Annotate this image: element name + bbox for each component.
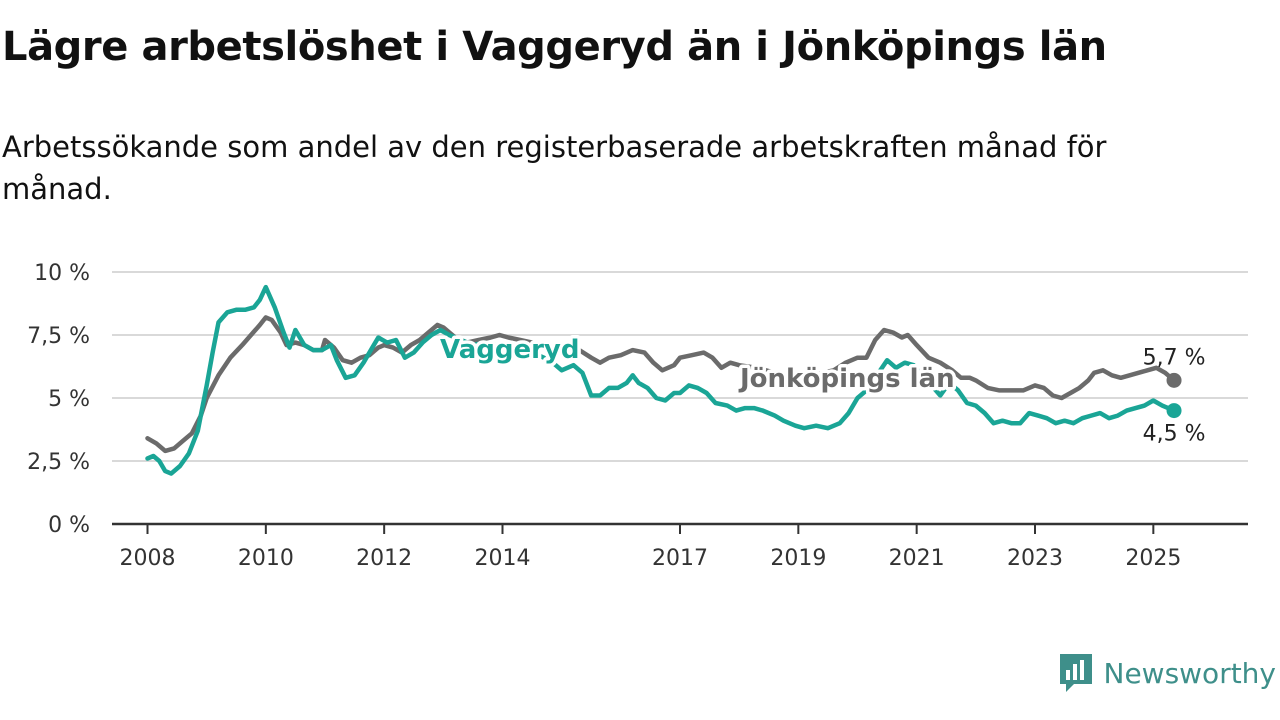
line-layer bbox=[145, 284, 1182, 476]
y-tick-label: 10 % bbox=[34, 261, 90, 286]
x-tick-label: 2010 bbox=[238, 546, 294, 571]
y-tick-label: 7,5 % bbox=[27, 324, 90, 349]
end-point-jonkopings-lan bbox=[1166, 372, 1182, 388]
brand-logo: Newsworthy bbox=[1058, 652, 1277, 694]
x-tick-label: 2017 bbox=[652, 546, 708, 571]
grid-layer: 0 % 2,5 % 5 % 7,5 % 10 % 2008 2010 2012 2014 2017… bbox=[27, 261, 1248, 571]
x-tick-label: 2019 bbox=[770, 546, 826, 571]
x-tick-label: 2014 bbox=[475, 546, 531, 571]
series-label-vaggeryd: Vaggeryd bbox=[440, 335, 579, 365]
series-line-vaggeryd bbox=[145, 284, 1177, 476]
x-tick-label: 2021 bbox=[889, 546, 945, 571]
series-label-jonkopings-lan: Jönköpings län bbox=[738, 364, 955, 394]
y-tick-label: 0 % bbox=[48, 513, 90, 538]
series-label-jonkopings-lan-halo: Jönköpings län bbox=[738, 364, 955, 394]
chart-title: Lägre arbetslöshet i Vaggeryd än i Jönkö… bbox=[2, 24, 1107, 70]
x-tick-label: 2023 bbox=[1007, 546, 1063, 571]
y-tick-label: 2,5 % bbox=[27, 450, 90, 475]
x-tick-label: 2012 bbox=[356, 546, 412, 571]
x-tick-label: 2008 bbox=[120, 546, 176, 571]
bar-chart-speech-bubble-icon bbox=[1059, 654, 1092, 692]
y-tick-label: 5 % bbox=[48, 387, 90, 412]
end-value-label-jonkopings-lan: 5,7 % bbox=[1143, 345, 1206, 370]
chart-subtitle: Arbetssökande som andel av den registerb… bbox=[2, 130, 1107, 206]
end-value-label-vaggeryd: 4,5 % bbox=[1143, 422, 1206, 447]
brand-name: Newsworthy bbox=[1103, 656, 1277, 690]
series-label-vaggeryd-halo: Vaggeryd bbox=[440, 335, 579, 365]
x-tick-label: 2025 bbox=[1125, 546, 1181, 571]
end-point-vaggeryd bbox=[1166, 403, 1182, 419]
